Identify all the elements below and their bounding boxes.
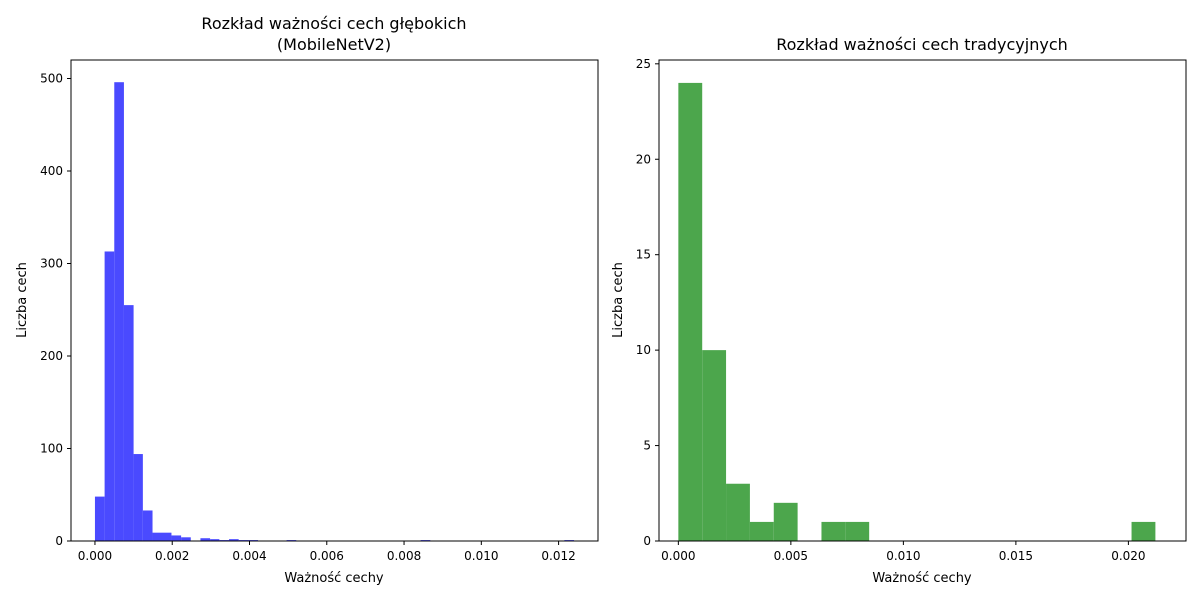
histogram-bar — [104, 251, 115, 541]
traditional-features-histogram: Rozkład ważności cech tradycyjnych 0.000… — [611, 35, 1187, 586]
histogram-bar — [123, 305, 134, 541]
y-tick-label: 15 — [636, 248, 651, 262]
histogram-bar — [821, 521, 846, 541]
y-tick-label: 0 — [643, 534, 651, 548]
histogram-bar — [229, 539, 239, 541]
axis-ticks: 0.000 0.002 0.004 0.006 0.008 0.010 0.012 0 100 2… — [40, 72, 576, 564]
plot-frame — [658, 59, 1187, 542]
x-tick-label: 0.002 — [155, 549, 189, 563]
y-tick-label: 0 — [55, 534, 63, 548]
y-tick-label: 400 — [40, 164, 63, 178]
chart-title: Rozkład ważności cech głębokich — [201, 14, 466, 33]
histogram-bar — [845, 521, 870, 541]
histogram-bar — [749, 521, 774, 541]
x-axis-label: Ważność cechy — [872, 571, 972, 586]
histogram-bar — [678, 82, 703, 542]
x-tick-label: 0.020 — [1111, 549, 1145, 563]
histogram-bars — [94, 82, 575, 541]
histogram-bar — [142, 510, 153, 541]
y-tick-label: 5 — [643, 439, 651, 453]
histogram-bar — [133, 454, 143, 541]
y-tick-label: 300 — [40, 257, 63, 271]
x-tick-label: 0.005 — [774, 549, 808, 563]
chart-subtitle: (MobileNetV2) — [277, 35, 391, 54]
histogram-bar — [152, 532, 172, 541]
histogram-bar — [181, 537, 191, 541]
histogram-bar — [114, 82, 124, 541]
histogram-bar — [726, 483, 750, 541]
histogram-bar — [702, 350, 727, 541]
histogram-bars — [678, 82, 1156, 542]
x-axis-label: Ważność cechy — [284, 571, 384, 586]
histogram-bar — [210, 539, 220, 541]
y-tick-label: 20 — [636, 152, 651, 166]
y-axis-label: Liczba cech — [611, 262, 626, 338]
x-tick-label: 0.004 — [232, 549, 266, 563]
y-tick-label: 10 — [636, 343, 651, 357]
x-tick-label: 0.010 — [464, 549, 498, 563]
histogram-bar — [773, 502, 798, 541]
axis-ticks: 0.000 0.005 0.010 0.015 0.020 0 5 10 15 20 25 — [636, 57, 1146, 563]
x-tick-label: 0.008 — [387, 549, 421, 563]
x-tick-label: 0.000 — [661, 549, 695, 563]
x-tick-label: 0.015 — [999, 549, 1033, 563]
chart-title: Rozkład ważności cech tradycyjnych — [776, 35, 1068, 54]
histogram-bar — [200, 538, 211, 541]
y-tick-label: 500 — [40, 72, 63, 86]
y-axis-label: Liczba cech — [15, 262, 30, 338]
plot-frame — [70, 59, 599, 542]
y-tick-label: 200 — [40, 349, 63, 363]
histogram-bar — [94, 496, 105, 541]
x-tick-label: 0.012 — [541, 549, 575, 563]
histogram-bar — [171, 535, 182, 541]
deep-features-histogram: Rozkład ważności cech głębokich (MobileN… — [15, 14, 599, 586]
x-tick-label: 0.010 — [886, 549, 920, 563]
histogram-bar — [1131, 521, 1156, 541]
y-tick-label: 25 — [636, 57, 651, 71]
x-tick-label: 0.006 — [310, 549, 344, 563]
x-tick-label: 0.000 — [78, 549, 112, 563]
y-tick-label: 100 — [40, 442, 63, 456]
